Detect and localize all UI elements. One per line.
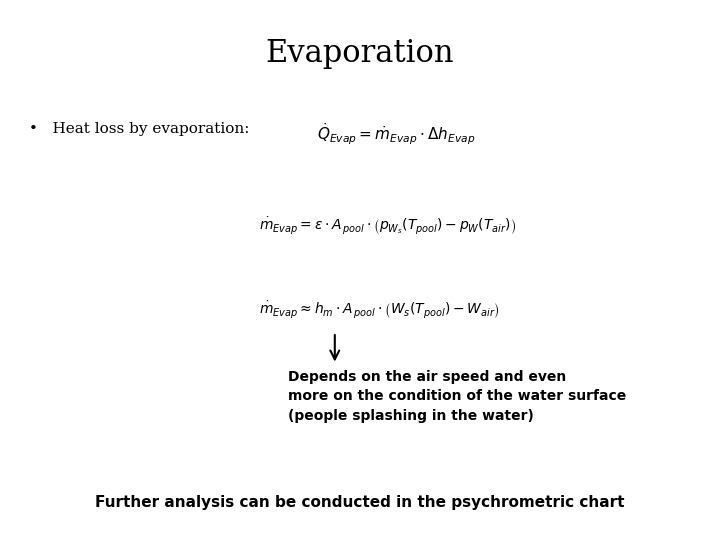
Text: Further analysis can be conducted in the psychrometric chart: Further analysis can be conducted in the…: [95, 495, 625, 510]
Text: $\dot{m}_{Evap} = \varepsilon \cdot A_{\,pool} \cdot \left(p_{W_s}(T_{pool}) - p: $\dot{m}_{Evap} = \varepsilon \cdot A_{\…: [259, 216, 516, 237]
Text: Depends on the air speed and even
more on the condition of the water surface
(pe: Depends on the air speed and even more o…: [288, 370, 626, 423]
Text: •   Heat loss by evaporation:: • Heat loss by evaporation:: [29, 122, 249, 136]
Text: $\dot{Q}_{Evap} = \dot{m}_{Evap} \cdot \Delta h_{Evap}$: $\dot{Q}_{Evap} = \dot{m}_{Evap} \cdot \…: [317, 122, 475, 147]
Text: Evaporation: Evaporation: [266, 38, 454, 69]
Text: $\dot{m}_{Evap} \approx h_m \cdot A_{\,pool} \cdot \left( W_s \left(T_{pool}\rig: $\dot{m}_{Evap} \approx h_m \cdot A_{\,p…: [259, 300, 500, 321]
